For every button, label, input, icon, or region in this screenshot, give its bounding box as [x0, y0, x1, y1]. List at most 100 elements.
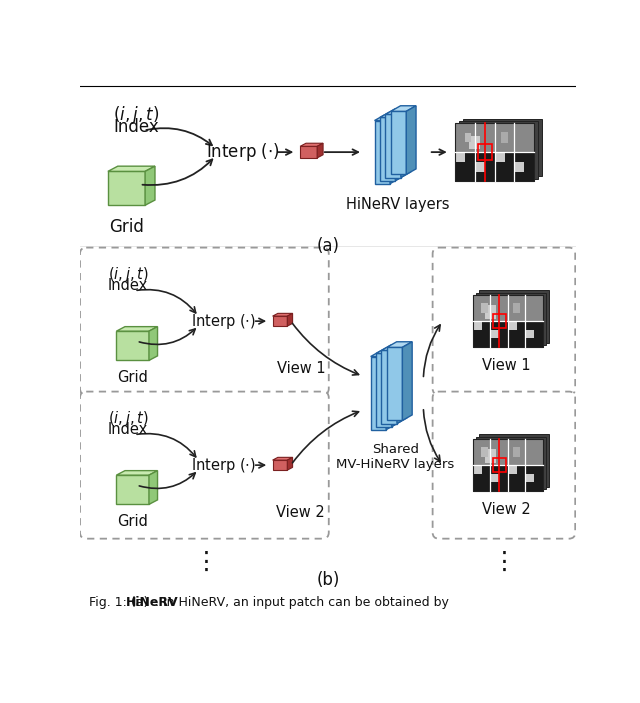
Text: Interp $(\cdot)$: Interp $(\cdot)$ — [191, 311, 256, 330]
Polygon shape — [473, 321, 482, 330]
Polygon shape — [455, 123, 534, 152]
Polygon shape — [455, 152, 465, 162]
Polygon shape — [300, 143, 323, 146]
Polygon shape — [371, 356, 386, 430]
Polygon shape — [149, 327, 157, 361]
Polygon shape — [371, 351, 396, 356]
Polygon shape — [508, 321, 516, 330]
Polygon shape — [459, 121, 538, 179]
Text: (b): (b) — [316, 571, 340, 589]
Text: Grid: Grid — [117, 370, 148, 385]
Polygon shape — [108, 166, 155, 172]
Polygon shape — [473, 321, 543, 347]
Polygon shape — [485, 449, 496, 463]
Text: Grid: Grid — [109, 217, 144, 236]
Text: Interp $(\cdot)$: Interp $(\cdot)$ — [191, 456, 256, 475]
Polygon shape — [385, 109, 411, 115]
Polygon shape — [380, 112, 405, 117]
Polygon shape — [513, 303, 520, 314]
Polygon shape — [463, 119, 542, 176]
Polygon shape — [392, 348, 401, 427]
Polygon shape — [525, 474, 534, 482]
FancyBboxPatch shape — [80, 392, 329, 538]
Polygon shape — [381, 350, 397, 423]
Polygon shape — [287, 314, 292, 326]
Polygon shape — [473, 295, 543, 321]
FancyBboxPatch shape — [433, 392, 575, 538]
Polygon shape — [376, 348, 401, 354]
Polygon shape — [390, 115, 400, 183]
Polygon shape — [116, 475, 149, 504]
Polygon shape — [476, 292, 546, 345]
Polygon shape — [273, 314, 292, 316]
Text: ⋮: ⋮ — [194, 550, 219, 574]
Polygon shape — [495, 152, 504, 162]
Polygon shape — [525, 330, 534, 338]
Text: View 1: View 1 — [482, 358, 531, 373]
Polygon shape — [475, 162, 484, 172]
Polygon shape — [287, 458, 292, 470]
Text: View 2: View 2 — [482, 502, 531, 517]
Polygon shape — [508, 465, 516, 474]
Polygon shape — [473, 439, 543, 491]
Polygon shape — [473, 295, 543, 347]
Text: ⋮: ⋮ — [492, 550, 516, 574]
Polygon shape — [473, 465, 543, 491]
Polygon shape — [116, 327, 157, 331]
Polygon shape — [396, 112, 405, 181]
Polygon shape — [455, 123, 534, 181]
Polygon shape — [513, 446, 520, 458]
Text: Index: Index — [108, 422, 148, 437]
Polygon shape — [273, 316, 287, 326]
Text: Interp $(\cdot)$: Interp $(\cdot)$ — [206, 141, 280, 163]
Polygon shape — [374, 120, 390, 183]
Text: $(i, j, t)$: $(i, j, t)$ — [108, 264, 148, 283]
FancyBboxPatch shape — [433, 247, 575, 394]
FancyBboxPatch shape — [80, 247, 329, 394]
Polygon shape — [397, 345, 407, 423]
Polygon shape — [317, 143, 323, 158]
Text: . In HiNeRV, an input patch can be obtained by: . In HiNeRV, an input patch can be obtai… — [155, 595, 449, 609]
Polygon shape — [381, 345, 407, 350]
Text: View 2: View 2 — [276, 505, 325, 520]
Text: $(i, j, t)$: $(i, j, t)$ — [113, 103, 159, 126]
Text: (a): (a) — [317, 237, 339, 254]
Text: Shared
MV-HiNeRV layers: Shared MV-HiNeRV layers — [336, 443, 454, 471]
Polygon shape — [376, 354, 392, 427]
Text: $(i, j, t)$: $(i, j, t)$ — [108, 408, 148, 427]
Polygon shape — [515, 162, 524, 172]
Polygon shape — [401, 109, 411, 178]
Polygon shape — [116, 470, 157, 475]
Polygon shape — [476, 437, 546, 489]
Polygon shape — [479, 290, 549, 342]
Polygon shape — [145, 166, 155, 205]
Polygon shape — [500, 132, 508, 143]
Polygon shape — [116, 331, 149, 361]
Polygon shape — [465, 133, 472, 142]
Text: HiNeRV: HiNeRV — [125, 595, 179, 609]
Text: Index: Index — [108, 278, 148, 292]
Polygon shape — [455, 152, 534, 181]
Polygon shape — [108, 172, 145, 205]
Polygon shape — [391, 111, 406, 174]
Polygon shape — [387, 347, 403, 420]
Polygon shape — [490, 474, 499, 482]
Polygon shape — [391, 105, 416, 111]
Text: Grid: Grid — [117, 515, 148, 529]
Polygon shape — [479, 434, 549, 486]
Polygon shape — [149, 470, 157, 504]
Polygon shape — [490, 330, 499, 338]
Polygon shape — [273, 458, 292, 460]
Polygon shape — [481, 304, 488, 313]
Polygon shape — [485, 306, 496, 319]
Polygon shape — [403, 342, 412, 420]
Polygon shape — [473, 465, 482, 474]
Text: Index: Index — [113, 118, 159, 136]
Text: Fig. 1: (a): Fig. 1: (a) — [90, 595, 153, 609]
Polygon shape — [469, 136, 480, 150]
Polygon shape — [300, 146, 317, 158]
Polygon shape — [273, 460, 287, 470]
Polygon shape — [385, 115, 401, 178]
Polygon shape — [473, 439, 543, 465]
Polygon shape — [481, 447, 488, 457]
